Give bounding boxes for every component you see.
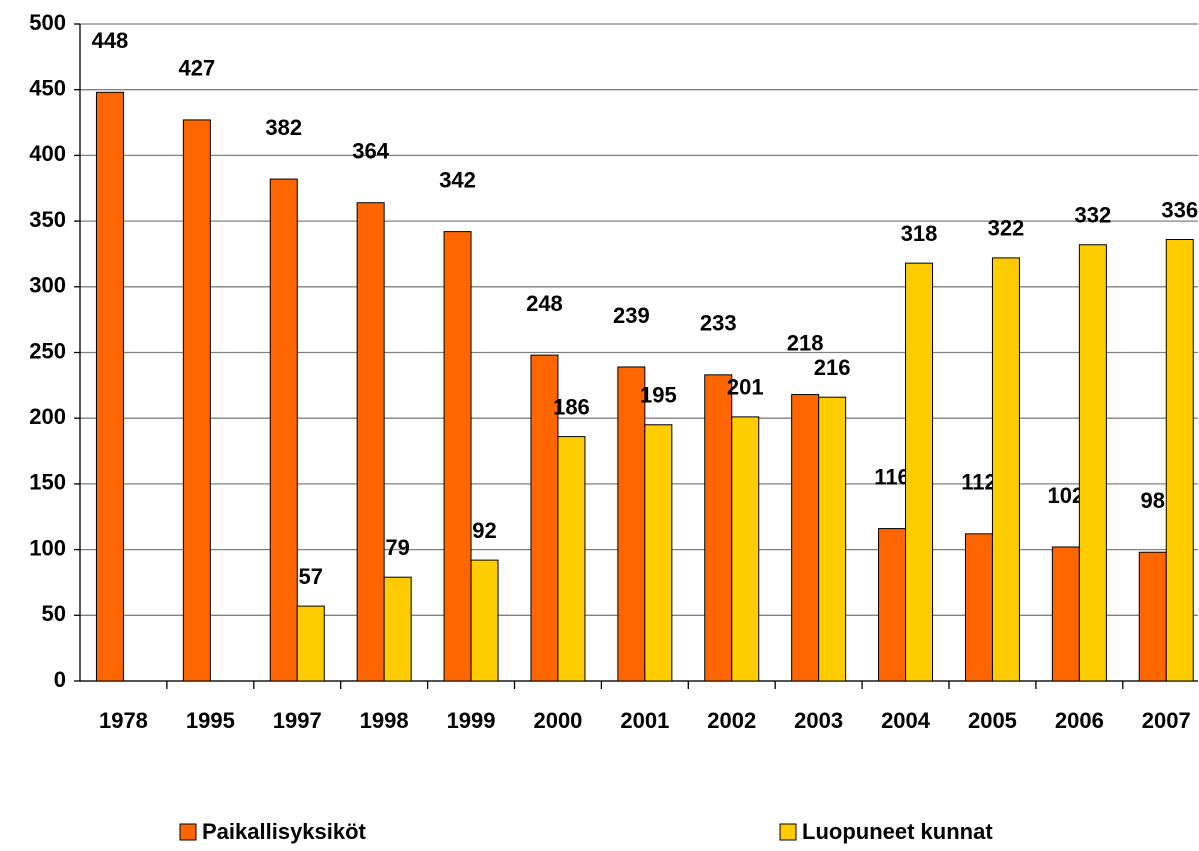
y-tick-label: 250 — [29, 338, 66, 363]
legend-swatch — [179, 823, 197, 841]
data-label: 79 — [385, 535, 409, 560]
x-tick-label: 2004 — [881, 708, 931, 733]
data-label: 98 — [1141, 488, 1165, 513]
data-label: 102 — [1047, 483, 1084, 508]
legend-swatch — [779, 823, 797, 841]
x-tick-label: 2006 — [1055, 708, 1104, 733]
data-label: 448 — [92, 28, 129, 53]
x-tick-label: 1998 — [360, 708, 409, 733]
y-tick-label: 200 — [29, 404, 66, 429]
bar — [296, 605, 325, 682]
bar — [443, 231, 472, 682]
y-tick-label: 500 — [29, 10, 66, 35]
data-label: 364 — [352, 139, 389, 164]
bar — [182, 119, 211, 682]
data-label: 218 — [787, 330, 824, 355]
data-label: 318 — [901, 221, 938, 246]
data-label: 332 — [1074, 203, 1111, 228]
y-tick-label: 50 — [42, 601, 66, 626]
y-tick-label: 150 — [29, 470, 66, 495]
y-tick-label: 450 — [29, 76, 66, 101]
bar — [269, 178, 298, 682]
data-label: 239 — [613, 303, 650, 328]
x-tick-label: 2005 — [968, 708, 1017, 733]
bar — [1078, 244, 1107, 682]
bar — [530, 354, 559, 682]
x-tick-label: 2003 — [794, 708, 843, 733]
data-label: 186 — [553, 394, 590, 419]
data-label: 57 — [299, 564, 323, 589]
data-label: 322 — [988, 216, 1025, 241]
data-label: 342 — [439, 167, 476, 192]
data-label: 201 — [727, 375, 764, 400]
bar — [644, 424, 673, 682]
bar — [470, 559, 499, 682]
data-label: 92 — [472, 518, 496, 543]
x-tick-label: 2007 — [1142, 708, 1191, 733]
bar — [617, 366, 646, 682]
bar — [356, 202, 385, 682]
y-tick-label: 300 — [29, 273, 66, 298]
data-label: 216 — [814, 355, 851, 380]
bar — [878, 528, 907, 682]
bar — [704, 374, 733, 682]
x-tick-label: 2000 — [533, 708, 582, 733]
bar — [991, 257, 1020, 682]
bar — [383, 576, 412, 682]
bar — [95, 91, 124, 682]
data-label: 427 — [178, 56, 215, 81]
bar — [818, 396, 847, 682]
data-label: 248 — [526, 291, 563, 316]
data-label: 116 — [874, 464, 910, 489]
y-tick-label: 350 — [29, 207, 66, 232]
bar — [1051, 546, 1080, 682]
data-label: 233 — [700, 311, 737, 336]
data-label: 112 — [961, 470, 997, 495]
bar — [557, 436, 586, 682]
bar — [964, 533, 993, 682]
y-tick-label: 400 — [29, 141, 66, 166]
x-tick-label: 1995 — [186, 708, 235, 733]
bar — [1138, 551, 1167, 682]
data-label: 382 — [265, 115, 302, 140]
data-label: 336 — [1161, 197, 1198, 222]
bar — [905, 262, 934, 682]
x-tick-label: 2002 — [707, 708, 756, 733]
x-tick-label: 1978 — [99, 708, 148, 733]
bar — [731, 416, 760, 682]
x-tick-label: 2001 — [620, 708, 669, 733]
data-label: 195 — [640, 383, 677, 408]
x-tick-label: 1997 — [273, 708, 322, 733]
y-tick-label: 0 — [54, 667, 66, 692]
legend-label: Paikallisyksiköt — [202, 819, 367, 844]
y-tick-label: 100 — [29, 535, 66, 560]
legend-label: Luopuneet kunnat — [802, 819, 993, 844]
x-tick-label: 1999 — [447, 708, 496, 733]
bar — [1165, 238, 1194, 682]
bar — [791, 394, 820, 682]
